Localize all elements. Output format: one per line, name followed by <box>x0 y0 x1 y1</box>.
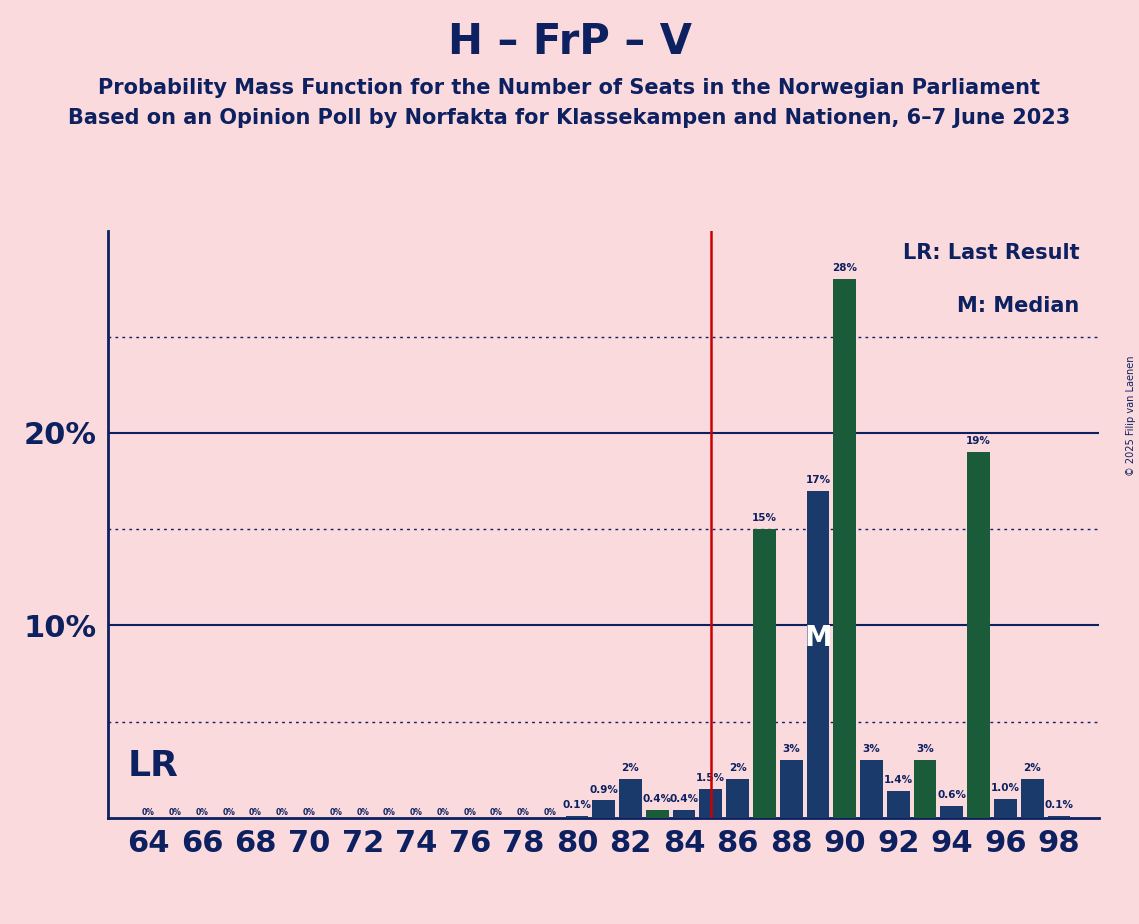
Text: 0%: 0% <box>169 808 181 817</box>
Text: 1.0%: 1.0% <box>991 783 1019 793</box>
Text: 1.4%: 1.4% <box>884 775 912 785</box>
Text: © 2025 Filip van Laenen: © 2025 Filip van Laenen <box>1125 356 1136 476</box>
Text: 0.9%: 0.9% <box>589 784 618 795</box>
Text: 0%: 0% <box>410 808 423 817</box>
Bar <box>860 760 883 818</box>
Text: 28%: 28% <box>833 263 858 274</box>
Bar <box>727 779 749 818</box>
Text: 0.6%: 0.6% <box>937 790 966 800</box>
Text: 3%: 3% <box>862 744 880 754</box>
Text: 0%: 0% <box>249 808 262 817</box>
Text: 0%: 0% <box>436 808 450 817</box>
Text: 0.4%: 0.4% <box>642 795 672 804</box>
Text: 0%: 0% <box>490 808 503 817</box>
Text: 0%: 0% <box>276 808 288 817</box>
Text: 0%: 0% <box>142 808 155 817</box>
Text: LR: Last Result: LR: Last Result <box>903 243 1080 262</box>
Text: 0%: 0% <box>303 808 316 817</box>
Bar <box>565 816 588 818</box>
Bar <box>673 810 696 818</box>
Text: 0%: 0% <box>329 808 343 817</box>
Bar <box>780 760 803 818</box>
Text: M: M <box>804 624 831 651</box>
Text: 2%: 2% <box>729 763 746 773</box>
Text: 0%: 0% <box>222 808 235 817</box>
Bar <box>1021 779 1043 818</box>
Text: 0.1%: 0.1% <box>563 800 591 810</box>
Text: 3%: 3% <box>916 744 934 754</box>
Text: 0%: 0% <box>543 808 557 817</box>
Text: 0%: 0% <box>517 808 530 817</box>
Text: 17%: 17% <box>805 475 830 485</box>
Bar <box>592 800 615 818</box>
Bar <box>646 810 669 818</box>
Text: 19%: 19% <box>966 436 991 446</box>
Bar <box>620 779 642 818</box>
Bar <box>994 798 1017 818</box>
Text: Based on an Opinion Poll by Norfakta for Klassekampen and Nationen, 6–7 June 202: Based on an Opinion Poll by Norfakta for… <box>68 108 1071 128</box>
Text: 0.1%: 0.1% <box>1044 800 1073 810</box>
Text: 0%: 0% <box>357 808 369 817</box>
Bar <box>834 279 857 818</box>
Text: 1.5%: 1.5% <box>696 773 726 784</box>
Text: 0%: 0% <box>196 808 208 817</box>
Text: 0.4%: 0.4% <box>670 795 698 804</box>
Text: 15%: 15% <box>752 514 777 523</box>
Bar <box>887 791 910 818</box>
Text: 0%: 0% <box>383 808 396 817</box>
Bar <box>753 529 776 818</box>
Bar <box>913 760 936 818</box>
Bar <box>967 452 990 818</box>
Bar <box>1048 816 1071 818</box>
Text: 2%: 2% <box>622 763 639 773</box>
Text: H – FrP – V: H – FrP – V <box>448 20 691 63</box>
Text: 3%: 3% <box>782 744 800 754</box>
Bar <box>806 491 829 818</box>
Text: LR: LR <box>128 748 179 783</box>
Text: 0%: 0% <box>464 808 476 817</box>
Bar <box>941 807 964 818</box>
Text: M: Median: M: Median <box>957 296 1080 315</box>
Text: 2%: 2% <box>1023 763 1041 773</box>
Text: Probability Mass Function for the Number of Seats in the Norwegian Parliament: Probability Mass Function for the Number… <box>98 78 1041 98</box>
Bar <box>699 789 722 818</box>
